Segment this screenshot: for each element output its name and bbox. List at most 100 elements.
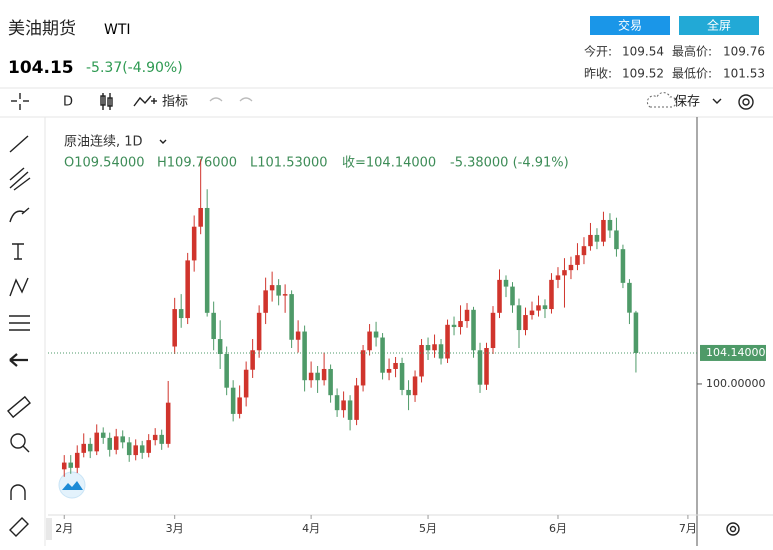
drawing-tools[interactable]: [7, 135, 31, 537]
candle-body: [321, 368, 327, 381]
candle-body: [139, 445, 145, 453]
price-change: -5.37(-4.90%): [86, 60, 183, 76]
candle-body: [113, 436, 119, 450]
candle-body: [204, 207, 210, 313]
scroll-handle[interactable]: [46, 518, 52, 540]
interval-button[interactable]: D: [63, 95, 73, 110]
candle-body: [503, 279, 509, 287]
indicator-icon[interactable]: [133, 95, 157, 107]
candle-body: [165, 402, 171, 444]
indicators-button[interactable]: 指标: [162, 95, 188, 110]
candle-body: [120, 436, 125, 443]
candle-body: [237, 397, 242, 414]
candle-body: [341, 400, 346, 411]
series-name: 原油连续, 1D: [64, 134, 143, 150]
save-button[interactable]: 保存: [674, 95, 700, 110]
x-tick-label: 3月: [166, 522, 184, 535]
cloud-icon[interactable]: [646, 92, 677, 108]
candle-body: [568, 264, 574, 271]
logo-badge: [58, 471, 86, 499]
candle-body: [347, 400, 353, 420]
candle-body: [87, 443, 93, 452]
candle-body: [256, 312, 262, 351]
candle-body: [477, 350, 483, 385]
candle-body: [334, 395, 340, 411]
candle-body: [542, 305, 548, 310]
candle-body: [152, 434, 158, 441]
undo-redo[interactable]: [209, 97, 253, 102]
series-menu[interactable]: [159, 139, 167, 144]
fullscreen-button-label[interactable]: 全屏: [707, 18, 731, 33]
candle-body: [217, 339, 223, 355]
candle-body: [594, 234, 600, 242]
stat-value: 109.54: [622, 45, 664, 59]
candle-body: [575, 255, 580, 265]
candle-body: [471, 309, 476, 351]
last-price-box: [700, 344, 766, 361]
candle-body: [295, 331, 301, 340]
x-tick-label: 2月: [55, 522, 73, 535]
trade-button-label[interactable]: 交易: [618, 18, 642, 33]
candle-body: [555, 275, 561, 280]
candle-body: [61, 462, 67, 470]
save-menu[interactable]: [712, 98, 722, 104]
candle-body: [438, 344, 444, 359]
candle-body: [198, 207, 203, 227]
x-tick-label: 4月: [302, 522, 320, 535]
plot: [61, 159, 639, 477]
stat-label: 最低价:: [672, 67, 712, 81]
candle-body: [328, 368, 333, 396]
trade-button[interactable]: [590, 16, 670, 35]
candle-body: [614, 230, 619, 250]
candle-body: [445, 324, 450, 359]
candle-body: [510, 286, 515, 306]
crosshair-tool[interactable]: [11, 93, 29, 110]
ohlc-value: -5.38000 (-4.91%): [450, 156, 569, 171]
candle-body: [94, 432, 99, 452]
ohlc-value: O109.54000: [64, 156, 145, 171]
ohlc-value: 收=104.14000: [342, 156, 436, 171]
stat-value: 109.52: [622, 67, 664, 81]
candle-body: [308, 372, 314, 381]
candle-body: [211, 312, 216, 340]
candle-body: [191, 226, 197, 261]
candle-body: [159, 434, 164, 444]
fullscreen-button[interactable]: [679, 16, 759, 35]
stat-label: 今开:: [584, 44, 612, 59]
candle-body: [178, 309, 184, 319]
candle-body: [224, 354, 229, 388]
candle-body: [172, 309, 177, 347]
candle-body: [146, 440, 151, 453]
axis-settings[interactable]: [726, 522, 740, 536]
candle-body: [490, 312, 496, 349]
candle-body: [562, 270, 567, 276]
instrument-title: 美油期货: [8, 19, 76, 39]
settings-icon[interactable]: [738, 94, 754, 110]
candle-body: [360, 350, 366, 386]
candle-body: [523, 315, 528, 331]
candle-body: [451, 324, 457, 328]
candle-body: [529, 310, 535, 316]
candle-body: [458, 321, 463, 328]
candle-body: [464, 309, 470, 322]
candle-body: [276, 285, 281, 296]
candle-body: [588, 234, 593, 247]
candle-body: [607, 219, 613, 231]
chart-type-button[interactable]: [100, 93, 113, 110]
candle-body: [484, 348, 489, 385]
candle-body: [412, 376, 418, 396]
candle-body: [581, 246, 587, 256]
y-tick-label: 100.00000: [706, 377, 766, 390]
candle-body: [627, 282, 632, 313]
candle-body: [315, 372, 320, 381]
ohlc-value: L101.53000: [250, 156, 328, 171]
stat-label: 最高价:: [672, 44, 712, 59]
candle-body: [497, 279, 502, 313]
candle-body: [354, 385, 359, 420]
candle-body: [243, 369, 249, 398]
candle-body: [419, 345, 424, 377]
x-tick-label: 6月: [549, 522, 567, 535]
candle-body: [133, 445, 138, 456]
candle-body: [536, 305, 541, 311]
